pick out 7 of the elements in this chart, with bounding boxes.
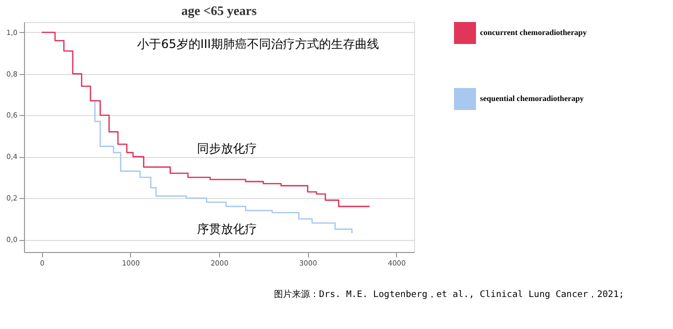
legend-label: sequential chemoradiotherapy xyxy=(480,94,584,103)
text: 图片来源：Drs. M.E. Logtenberg，et al., Clinical Lung Cancer，2021; xyxy=(274,289,624,300)
annotation: 序贯放化疗 xyxy=(196,222,257,236)
annotation: 同步放化疗 xyxy=(196,142,257,156)
chart-title: age <65 years xyxy=(181,3,257,18)
text: 小于65岁的III期肺癌不同治疗方式的生存曲线 xyxy=(137,37,379,51)
legend-label: concurrent chemoradiotherapy xyxy=(480,28,587,37)
